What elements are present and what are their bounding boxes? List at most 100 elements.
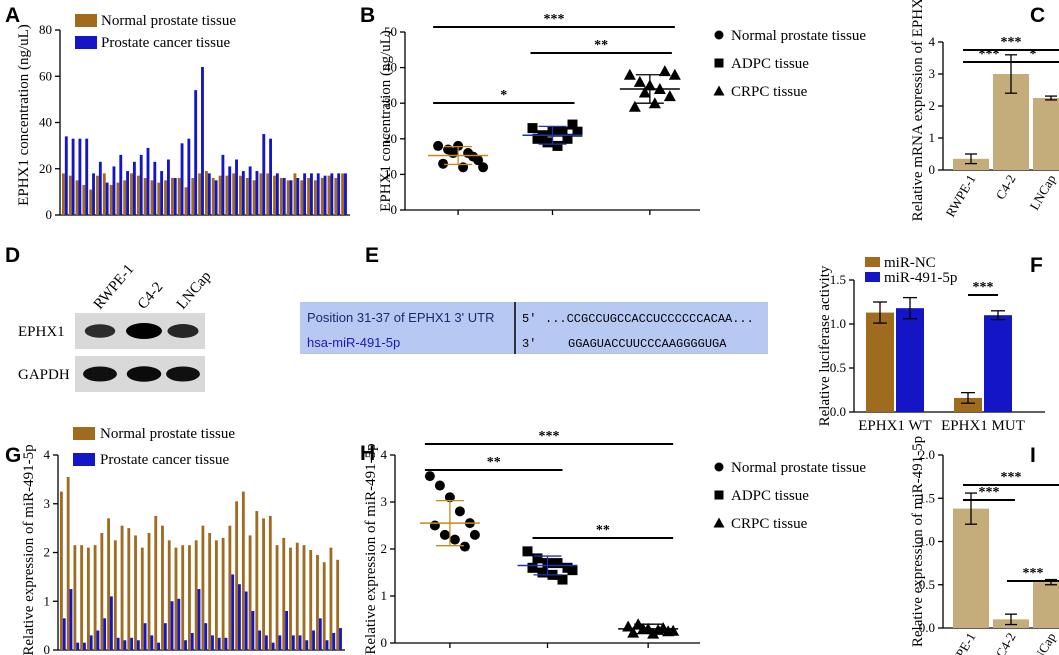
- panel-h-y-tick-label: 2: [381, 541, 388, 556]
- panel-a-legend-label: Normal prostate tissue: [101, 13, 236, 29]
- panel-a-bar-brown: [96, 175, 99, 215]
- panel-h-point-square: [522, 546, 533, 557]
- panel-h-sig-label: **: [596, 523, 610, 538]
- panel-i-x-label: LNCap: [1026, 630, 1058, 655]
- panel-g-bar-blue: [62, 618, 66, 650]
- panel-h-legend-marker: [714, 462, 724, 472]
- panel-b-y-tick-label: 0: [391, 202, 398, 217]
- panel-g-bar-brown: [167, 540, 171, 650]
- panel-a-bar-brown: [252, 180, 256, 215]
- panel-a-bar-blue: [139, 154, 143, 215]
- panel-a-bar-brown: [143, 178, 147, 215]
- panel-b-point-square: [572, 126, 583, 137]
- panel-h-y-title: Relative expression of miR-491-5p: [363, 443, 379, 654]
- panel-b-point-circle: [478, 162, 489, 173]
- panel-h-point-square: [537, 567, 548, 578]
- panel-a-y-tick-label: 20: [39, 161, 52, 176]
- panel-g-bar-brown: [140, 547, 144, 650]
- panel-h-legend-label: ADPC tissue: [731, 488, 809, 504]
- panel-g-bar-brown: [275, 545, 279, 650]
- panel-i-y-tick-label: 1.5: [919, 490, 935, 505]
- panel-g-bar-brown: [194, 540, 198, 650]
- panel-g-bar-blue: [177, 598, 181, 650]
- panel-a-bar-blue: [316, 173, 320, 215]
- panel-b-point-square: [557, 126, 568, 137]
- panel-a-bar-blue: [112, 166, 116, 215]
- panel-c-sig-label: *: [1030, 47, 1037, 62]
- panel-a-bar-blue: [167, 159, 170, 215]
- panel-g-bar-blue: [157, 642, 160, 650]
- panel-c-x-label: C4-2: [993, 172, 1019, 202]
- panel-a-bar-brown: [62, 173, 65, 215]
- panel-g-bar-blue: [204, 623, 208, 650]
- panel-h-point-square: [552, 558, 563, 569]
- panel-f-legend-swatch: [865, 257, 880, 267]
- panel-g-bar-blue: [278, 635, 282, 650]
- panel-a-bar-blue: [126, 171, 130, 215]
- panel-a-bar-blue: [119, 154, 123, 215]
- panel-b-legend-marker: [714, 58, 724, 68]
- panel-b-point-triangle: [668, 68, 681, 80]
- panel-a-bar-brown: [313, 180, 317, 215]
- panel-h-legend-label: Normal prostate tissue: [731, 460, 866, 476]
- panel-letter-f: F: [1030, 254, 1043, 277]
- panel-i-sig-label: ***: [1001, 470, 1022, 485]
- panel-a-bar-brown: [164, 180, 168, 215]
- panel-g-bar-blue: [264, 635, 268, 650]
- panel-a-bar-brown: [300, 180, 304, 215]
- panel-g-bar-blue: [96, 630, 100, 650]
- panel-g-bar-blue: [339, 628, 342, 650]
- panel-a-bar-blue: [64, 136, 68, 215]
- panel-h-y-tick-label: 1: [381, 588, 388, 603]
- panel-f-legend-label: miR-NC: [884, 255, 936, 271]
- panel-h-point-square: [527, 562, 538, 573]
- panel-g-legend-label: Prostate cancer tissue: [100, 452, 229, 468]
- panel-g-bar-blue: [184, 640, 187, 650]
- panel-e-utr-sequence: ...CCGCCUGCCACCUCCCCCCACAA...: [545, 312, 754, 326]
- panel-a-bar-blue: [262, 134, 266, 215]
- panel-g-bar-blue: [197, 589, 201, 650]
- panel-c-y-tick-label: 0: [929, 162, 936, 177]
- panel-a-bar-brown: [116, 182, 120, 215]
- panel-b-point-square: [562, 133, 573, 144]
- panel-a-bar-blue: [132, 161, 136, 215]
- panel-a-y-title: EPHX1 concentration (ng/uL): [16, 24, 32, 206]
- panel-a-bar-blue: [71, 138, 75, 215]
- panel-g-bar-brown: [289, 547, 292, 650]
- panel-a-legend-label: Prostate cancer tissue: [101, 35, 230, 51]
- panel-b-y-tick-label: 40: [384, 60, 397, 75]
- panel-g-bar-blue: [285, 611, 289, 650]
- panel-i-y-tick-label: 2.0: [919, 447, 935, 462]
- panel-a-bar-blue: [228, 166, 232, 215]
- panel-g-bar-blue: [136, 640, 140, 650]
- panel-a-bar-brown: [320, 178, 324, 215]
- panel-b-sig-label: **: [594, 38, 608, 53]
- panel-d-lane-label: RWPE-1: [91, 261, 138, 312]
- panel-a-bar-brown: [123, 180, 127, 215]
- panel-h-sig-label: **: [487, 455, 501, 470]
- panel-i-bar: [953, 508, 989, 628]
- panel-letter-d: D: [5, 244, 20, 267]
- panel-g-bar-blue: [325, 640, 329, 650]
- panel-b-point-square: [542, 137, 553, 148]
- panel-a-bar-brown: [205, 171, 208, 215]
- panel-b-legend-marker: [713, 85, 725, 96]
- panel-d-band: [126, 366, 162, 382]
- panel-a-bar-brown: [334, 178, 338, 215]
- panel-g-bar-brown: [302, 545, 306, 650]
- panel-h-point-circle: [439, 529, 450, 540]
- panel-b-point-triangle: [633, 75, 646, 87]
- panel-h-y-tick-label: 3: [381, 494, 388, 509]
- panel-a-y-tick-label: 40: [39, 115, 52, 130]
- panel-a-bar-brown: [286, 180, 290, 215]
- panel-i-x-label: RWPE-1: [942, 630, 978, 655]
- panel-e-prime-3: 3': [522, 337, 536, 351]
- panel-a-bar-brown: [259, 173, 263, 215]
- panel-g-bar-blue: [291, 635, 295, 650]
- panel-a-bar-blue: [78, 138, 82, 215]
- panel-a-bar-brown: [293, 173, 297, 215]
- panel-g-bar-brown: [113, 540, 117, 650]
- panel-g-y-title: Relative expression of miR-491-5p: [21, 444, 37, 655]
- panel-a-bar-blue: [241, 171, 245, 215]
- panel-g-bar-brown: [100, 533, 104, 650]
